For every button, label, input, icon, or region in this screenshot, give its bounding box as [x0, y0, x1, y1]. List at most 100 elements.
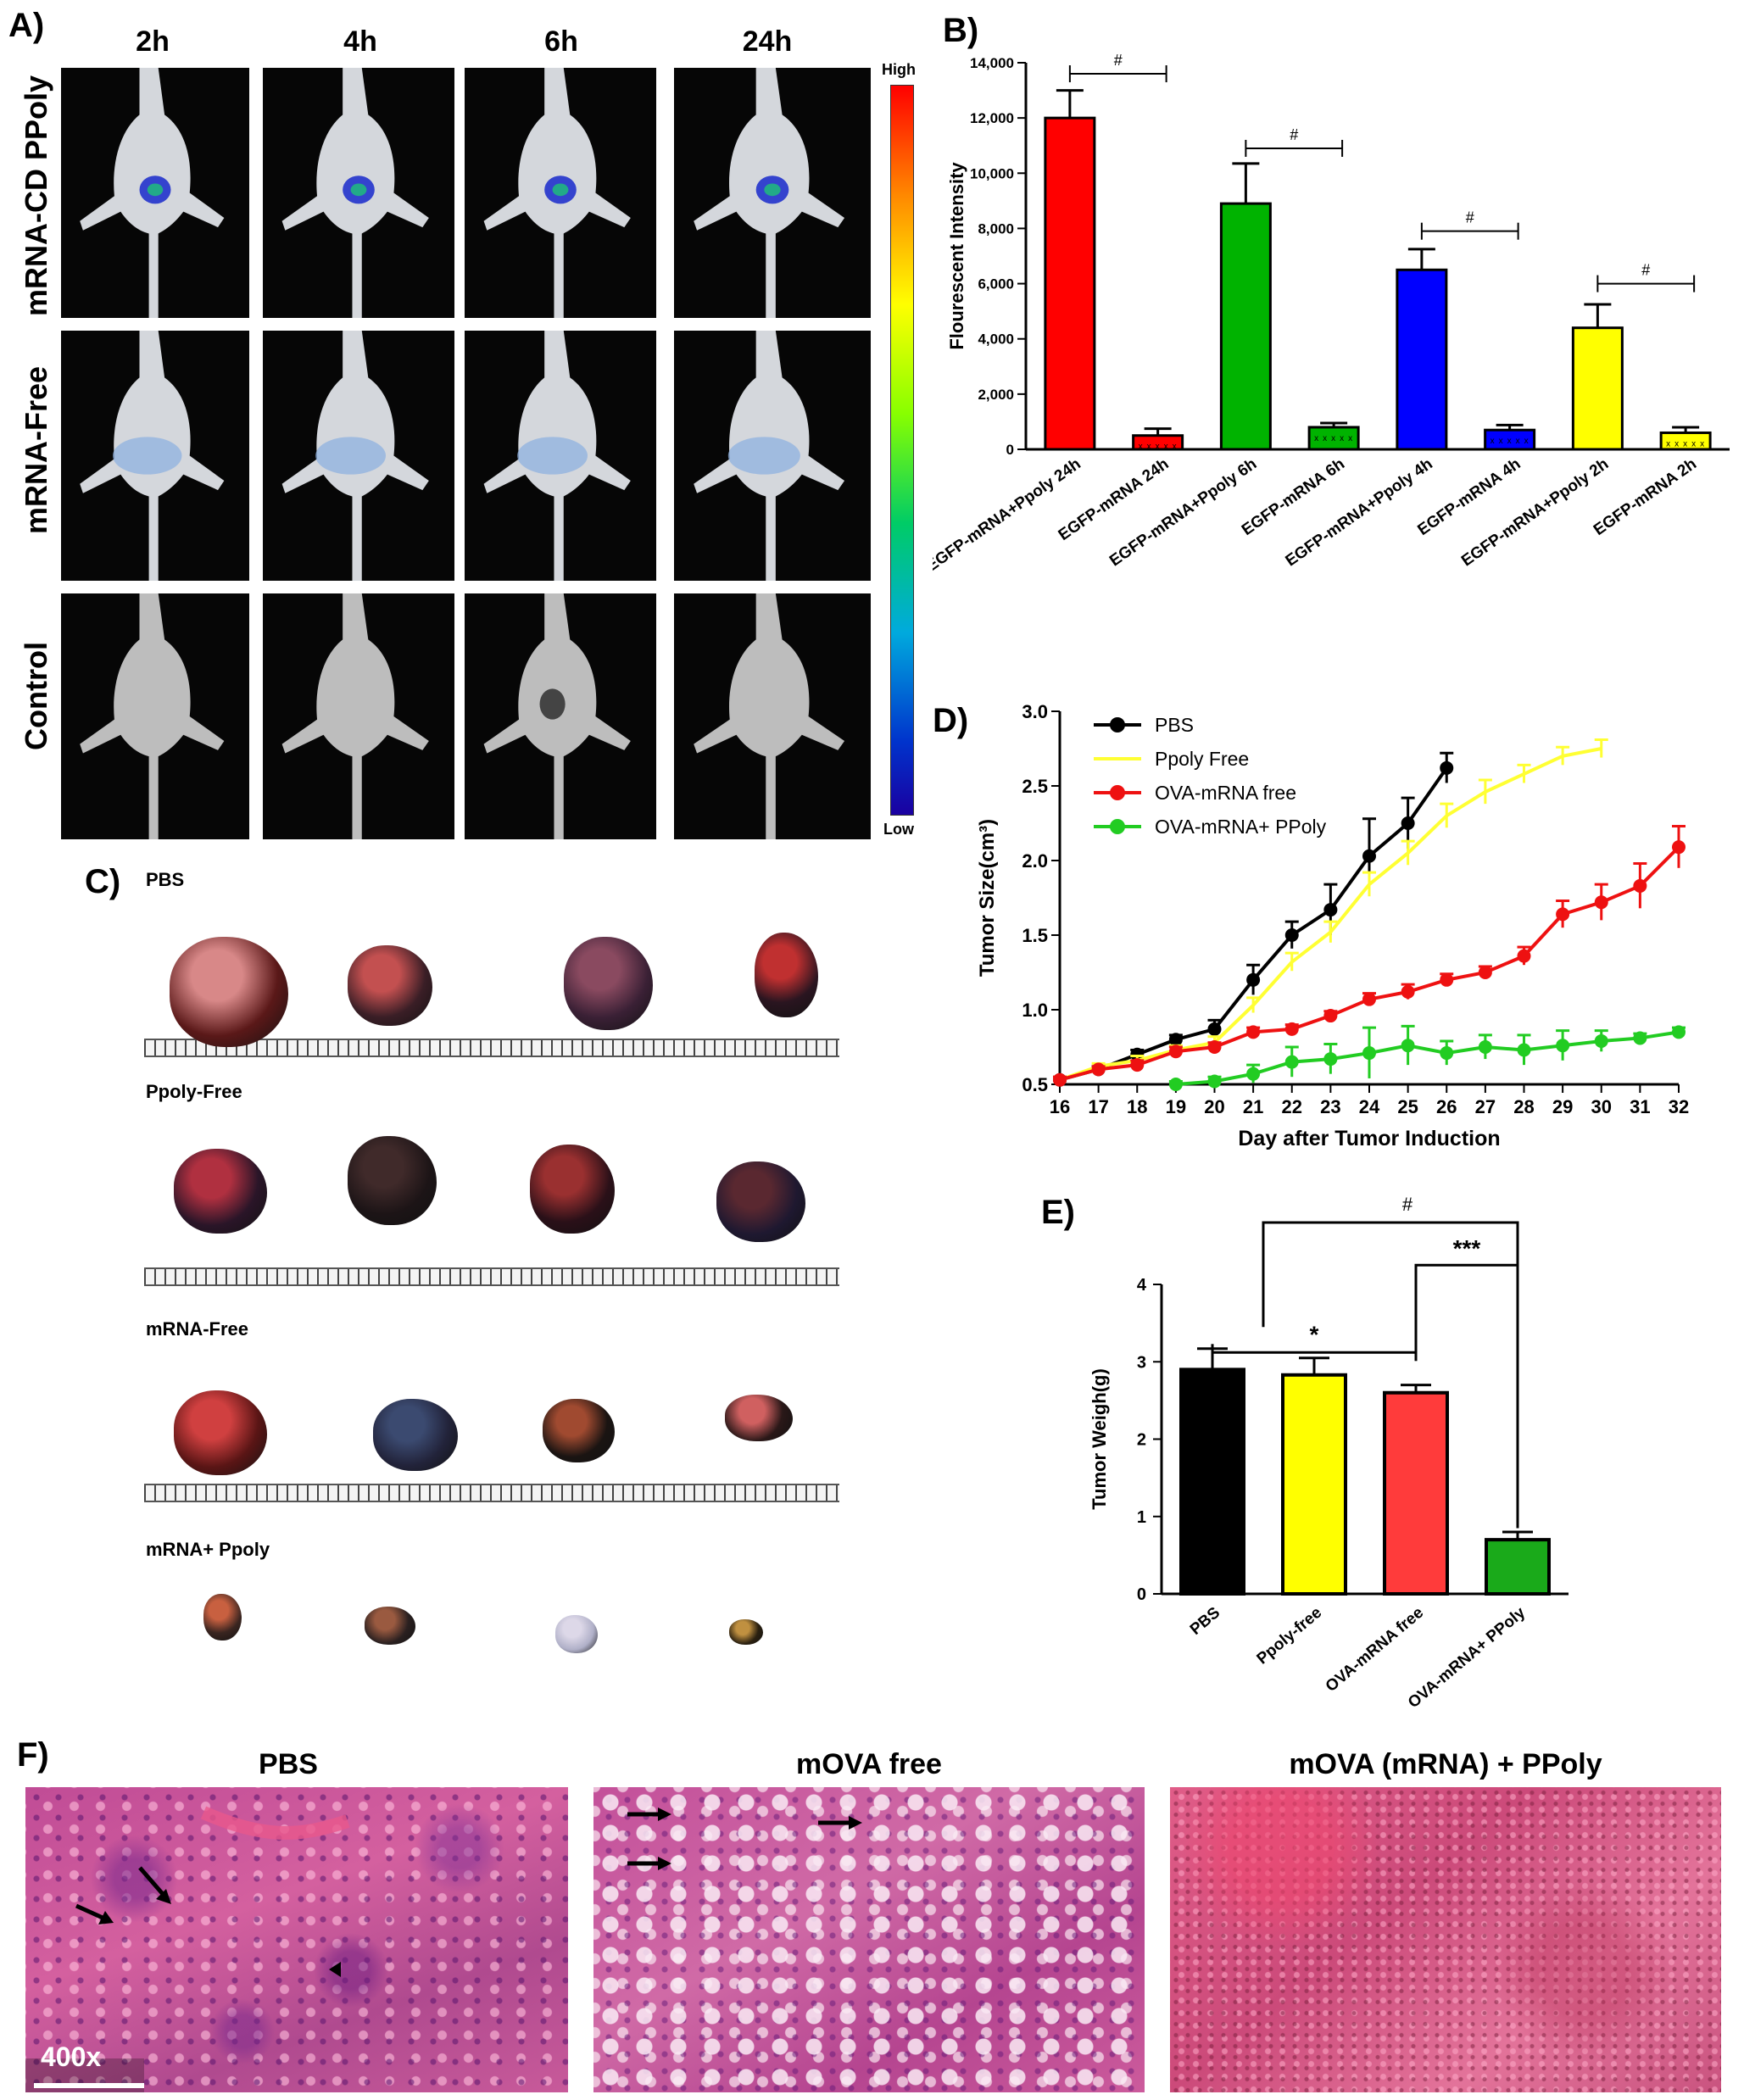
bar: [1179, 1368, 1245, 1596]
tumor-specimen: [530, 1145, 615, 1234]
chart-e-tumor-weight: 0 1 2 3 4 Tumor Weigh(g) PBS Ppoly-freeOVA-mRNA…: [1089, 1194, 1568, 1712]
data-point: [1053, 1072, 1067, 1087]
y-tick-label: 1: [1137, 1508, 1146, 1527]
y-tick-label: 8,000: [978, 220, 1014, 237]
data-point: [1130, 1058, 1145, 1072]
col-header-2h: 2h: [136, 25, 170, 58]
mouse-image: [263, 593, 454, 839]
x-tick-label: EGFP-mRNA+Ppoly 6h: [1106, 455, 1260, 571]
bar-pattern: x: [1490, 437, 1495, 446]
col-header-4h: 4h: [343, 25, 377, 58]
x-tick-label: OVA-mRNA free: [1323, 1604, 1427, 1696]
y-tick-label: 1.5: [1022, 925, 1048, 946]
mouse-silhouette: [281, 331, 429, 581]
tumor-specimen: [203, 1594, 242, 1640]
bar-pattern: x: [1340, 434, 1344, 443]
bar-pattern: x: [1499, 437, 1503, 446]
tumor-specimen: [348, 1136, 437, 1225]
y-tick-label: 0: [1137, 1585, 1146, 1604]
ruler: [144, 1484, 839, 1502]
legend-marker: [1110, 717, 1125, 732]
tumor-specimen: [174, 1390, 267, 1475]
mouse-image: [61, 68, 249, 318]
panel-f-label: F): [17, 1736, 49, 1774]
data-point: [1401, 816, 1415, 830]
data-point: [1246, 972, 1261, 987]
data-point: [1323, 1052, 1338, 1067]
y-tick-label: 3: [1137, 1353, 1146, 1372]
mouse-silhouette: [483, 68, 631, 318]
bar-pattern: x: [1323, 434, 1327, 443]
significance-label: #: [1290, 126, 1298, 143]
bar-pattern: x: [1524, 437, 1529, 446]
data-point: [1362, 1046, 1376, 1061]
mouse-silhouette: [80, 331, 225, 581]
data-point: [1440, 1046, 1454, 1061]
x-tick-label: 31: [1630, 1096, 1650, 1117]
mouse-silhouette: [483, 593, 631, 839]
histology-image-pbs: 400x: [25, 1787, 568, 2092]
bar-pattern: x: [1691, 439, 1696, 448]
row-header-mrna-cd-ppoly: mRNA-CD PPoly: [19, 75, 53, 317]
y-tick-label: 0: [1006, 442, 1014, 458]
significance-bracket: [1262, 1221, 1519, 1328]
mouse-image: [61, 331, 249, 581]
legend-label: Ppoly Free: [1155, 748, 1249, 770]
mouse-silhouette: [281, 68, 429, 318]
bar: [1219, 202, 1272, 451]
data-point: [1633, 878, 1647, 893]
colorbar-low-label: Low: [883, 821, 914, 838]
histology-pbs-overlay: [25, 1806, 350, 2092]
y-tick-label: 4,000: [978, 331, 1014, 348]
tumor-specimen: [729, 1619, 763, 1645]
data-point: [1207, 1022, 1222, 1036]
histology-image-mova-ppoly: [1170, 1787, 1721, 2092]
y-tick-label: 6,000: [978, 276, 1014, 292]
x-tick-label: 26: [1436, 1096, 1457, 1117]
y-tick-label: 3.0: [1022, 701, 1048, 722]
y-tick-label: 14,000: [970, 55, 1014, 71]
bar-pattern: x: [1516, 437, 1520, 446]
significance-label: ***: [1453, 1235, 1481, 1262]
data-point: [1633, 1031, 1647, 1045]
mouse-image: [674, 331, 871, 581]
data-point: [1401, 1039, 1415, 1053]
significance-label: #: [1466, 209, 1474, 226]
y-tick-label: 2: [1137, 1431, 1146, 1450]
tumor-specimen: [174, 1149, 267, 1234]
significance-label: #: [1114, 52, 1123, 69]
data-point: [1168, 1078, 1183, 1091]
data-point: [1672, 1025, 1685, 1039]
mouse-silhouette: [483, 331, 631, 581]
bar: [1571, 326, 1624, 451]
data-point: [1440, 760, 1454, 775]
chart-d-tumor-size: 0.5 1.0 1.5 2.0 2.5 3.0 16 17 18 19 20 21 22 23 24 25 26…: [976, 701, 1689, 1150]
mouse-image: [465, 68, 656, 318]
tumor-specimen: [365, 1607, 415, 1645]
legend-marker: [1110, 785, 1125, 800]
data-point: [1168, 1033, 1183, 1047]
tumor-specimen: [564, 937, 653, 1030]
x-tick-label: 30: [1591, 1096, 1612, 1117]
data-point: [1556, 907, 1570, 922]
significance-bracket: [1414, 1263, 1519, 1529]
panel-b-label: B): [943, 12, 979, 49]
bar: [1383, 1390, 1449, 1596]
ruler: [144, 1267, 839, 1286]
panel-e-label: E): [1041, 1194, 1075, 1231]
panel-c-label: C): [85, 863, 121, 900]
mouse-silhouette: [281, 593, 429, 839]
tumor-specimen: [373, 1399, 458, 1471]
data-point: [1556, 1039, 1570, 1053]
x-tick-label: 23: [1320, 1096, 1340, 1117]
data-point: [1323, 1009, 1338, 1023]
bar-pattern: x: [1314, 434, 1318, 443]
y-tick-label: 10,000: [970, 165, 1014, 181]
mouse-image: [465, 331, 656, 581]
mouse-silhouette: [80, 593, 225, 839]
data-point: [1517, 949, 1531, 963]
x-tick-label: 16: [1050, 1096, 1070, 1117]
y-tick-label: 2.5: [1022, 776, 1048, 797]
bar: [1281, 1373, 1347, 1596]
y-axis-label: Tumor Weigh(g): [1089, 1368, 1110, 1510]
